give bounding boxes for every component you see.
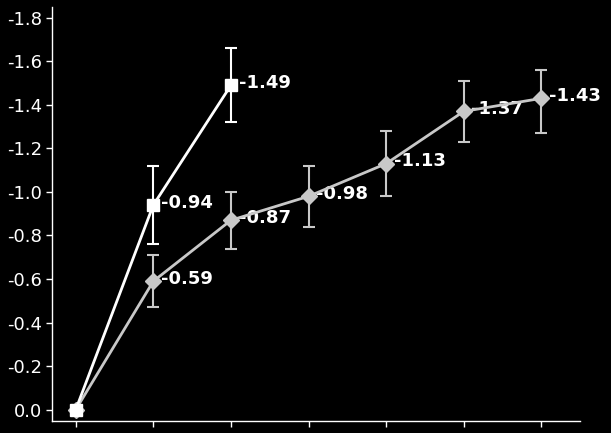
Text: -1.13: -1.13 — [394, 152, 445, 170]
Text: -1.37: -1.37 — [472, 100, 523, 118]
Text: -0.98: -0.98 — [316, 185, 368, 203]
Text: -0.87: -0.87 — [239, 209, 291, 227]
Text: -1.43: -1.43 — [549, 87, 601, 105]
Text: -0.59: -0.59 — [161, 270, 213, 288]
Text: -0.94: -0.94 — [161, 194, 213, 212]
Text: -1.49: -1.49 — [239, 74, 291, 92]
